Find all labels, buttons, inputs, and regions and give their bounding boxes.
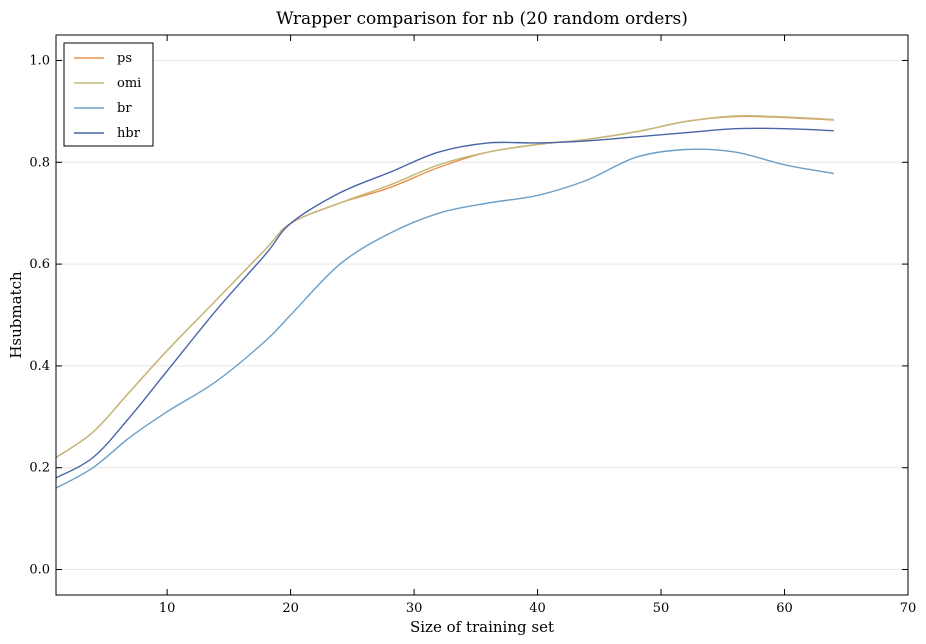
x-tick-label: 50 — [653, 601, 670, 616]
y-tick-label: 0.0 — [29, 563, 50, 578]
x-tick-label: 40 — [529, 601, 546, 616]
x-tick-label: 30 — [406, 601, 423, 616]
plot-frame — [55, 34, 909, 596]
x-tick-label: 10 — [159, 601, 176, 616]
series-layer — [55, 114, 835, 489]
x-tick-label: 20 — [282, 601, 299, 616]
legend-label-omi: omi — [117, 76, 141, 91]
tick-layer: 0.0 0.2 0.4 0.6 0.8 1.0 10 20 30 40 50 60 70 — [29, 35, 916, 616]
y-tick-label: 1.0 — [29, 53, 50, 68]
y-axis-label: Hsubmatch — [7, 271, 25, 359]
y-tick-label: 0.4 — [29, 359, 50, 374]
legend: ps omi br hbr — [63, 42, 154, 147]
y-tick-label: 0.6 — [29, 257, 50, 272]
series-line-omi — [55, 114, 834, 459]
series-line-br — [55, 148, 835, 489]
legend-box — [63, 42, 154, 147]
series-line-hbr — [55, 127, 834, 479]
legend-label-ps: ps — [117, 51, 132, 66]
x-tick-label: 60 — [776, 601, 793, 616]
series-line-ps — [55, 115, 834, 459]
y-tick-label: 0.2 — [29, 461, 50, 476]
legend-label-br: br — [117, 101, 132, 116]
x-axis-label: Size of training set — [410, 618, 554, 636]
x-tick-label: 70 — [900, 601, 917, 616]
chart-title: Wrapper comparison for nb (20 random ord… — [276, 9, 688, 29]
legend-label-hbr: hbr — [117, 126, 141, 141]
grid-layer — [56, 59, 908, 571]
y-tick-label: 0.8 — [29, 155, 50, 170]
